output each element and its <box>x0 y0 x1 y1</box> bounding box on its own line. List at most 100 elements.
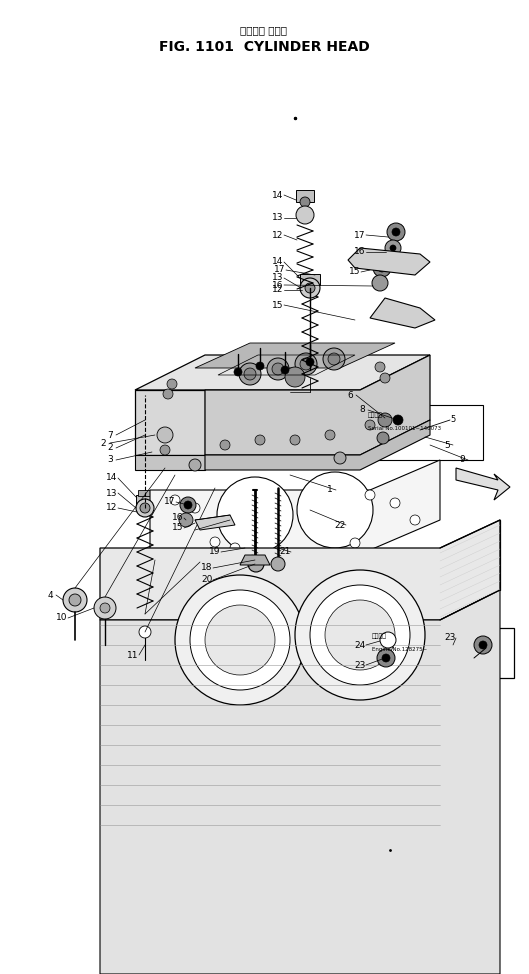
Circle shape <box>328 353 340 365</box>
Circle shape <box>160 445 170 455</box>
Bar <box>136 495 154 505</box>
Text: 11: 11 <box>127 651 139 659</box>
Polygon shape <box>150 460 440 550</box>
Circle shape <box>69 594 81 606</box>
Text: 23: 23 <box>354 660 366 669</box>
Circle shape <box>179 513 193 527</box>
Text: 19: 19 <box>209 547 221 556</box>
Text: 5: 5 <box>444 440 450 449</box>
Polygon shape <box>205 355 430 455</box>
Polygon shape <box>135 455 205 470</box>
Text: 適用工具: 適用工具 <box>372 633 387 639</box>
Text: Engine No.128275~: Engine No.128275~ <box>372 647 427 652</box>
Text: 1: 1 <box>327 485 333 495</box>
Circle shape <box>167 379 177 389</box>
Circle shape <box>365 420 375 430</box>
Polygon shape <box>100 520 500 620</box>
Circle shape <box>350 538 360 548</box>
Text: 12: 12 <box>272 285 284 294</box>
Text: 14: 14 <box>106 473 117 482</box>
Circle shape <box>281 366 289 374</box>
Circle shape <box>244 368 256 380</box>
Text: 13: 13 <box>272 213 284 222</box>
Bar <box>363 405 483 460</box>
Circle shape <box>295 570 425 700</box>
Circle shape <box>272 363 284 375</box>
Polygon shape <box>195 343 395 368</box>
Text: 10: 10 <box>56 614 68 622</box>
Text: 6: 6 <box>347 391 353 399</box>
Circle shape <box>325 600 395 670</box>
Circle shape <box>255 435 265 445</box>
Circle shape <box>393 415 403 425</box>
Text: 15: 15 <box>349 268 361 277</box>
Polygon shape <box>456 468 510 500</box>
Text: 16: 16 <box>354 247 366 256</box>
Circle shape <box>377 432 389 444</box>
Circle shape <box>190 590 290 690</box>
Circle shape <box>136 499 154 517</box>
Circle shape <box>334 452 346 464</box>
Circle shape <box>392 228 400 236</box>
Text: 14: 14 <box>272 257 284 267</box>
Circle shape <box>474 636 492 654</box>
Circle shape <box>387 223 405 241</box>
Polygon shape <box>205 420 430 470</box>
Circle shape <box>372 275 388 291</box>
Circle shape <box>184 501 192 509</box>
Circle shape <box>230 543 240 553</box>
Circle shape <box>100 603 110 613</box>
Circle shape <box>378 264 386 272</box>
Circle shape <box>234 368 242 376</box>
Text: 17: 17 <box>274 266 286 275</box>
Polygon shape <box>135 355 430 390</box>
Bar <box>296 190 314 202</box>
Bar <box>452 628 514 678</box>
Circle shape <box>175 575 305 705</box>
Text: 3: 3 <box>107 456 113 465</box>
Circle shape <box>390 245 396 251</box>
Circle shape <box>380 632 396 648</box>
Text: 18: 18 <box>201 564 213 573</box>
Circle shape <box>267 358 289 380</box>
Circle shape <box>306 358 314 366</box>
Circle shape <box>248 556 264 572</box>
Text: FIG. 1101  CYLINDER HEAD: FIG. 1101 CYLINDER HEAD <box>159 40 369 54</box>
Circle shape <box>390 498 400 508</box>
Circle shape <box>380 373 390 383</box>
Circle shape <box>63 588 87 612</box>
Polygon shape <box>348 248 430 275</box>
Circle shape <box>205 605 275 675</box>
Circle shape <box>300 358 312 370</box>
Circle shape <box>157 427 173 443</box>
Circle shape <box>139 626 151 638</box>
Text: 12: 12 <box>106 504 117 512</box>
Text: 8: 8 <box>359 405 365 415</box>
Text: 20: 20 <box>202 576 213 584</box>
Text: 14: 14 <box>272 191 284 200</box>
Polygon shape <box>240 555 270 565</box>
Bar <box>300 274 320 285</box>
Circle shape <box>300 278 320 298</box>
Circle shape <box>217 477 293 553</box>
Circle shape <box>296 206 314 224</box>
Circle shape <box>180 497 196 513</box>
Circle shape <box>323 348 345 370</box>
Text: 15: 15 <box>172 523 184 533</box>
Text: 2: 2 <box>100 438 106 447</box>
Text: 17: 17 <box>354 231 366 240</box>
Text: 22: 22 <box>334 520 345 530</box>
Circle shape <box>285 367 305 387</box>
Circle shape <box>310 585 410 685</box>
Circle shape <box>297 472 373 548</box>
Circle shape <box>385 240 401 256</box>
Text: 15: 15 <box>272 301 284 310</box>
Circle shape <box>256 362 264 370</box>
Circle shape <box>373 259 391 277</box>
Circle shape <box>479 641 487 649</box>
Text: 16: 16 <box>172 513 184 522</box>
Circle shape <box>190 503 200 513</box>
Circle shape <box>365 490 375 500</box>
Text: シリンダ ヘッド: シリンダ ヘッド <box>241 25 287 35</box>
Text: 12: 12 <box>272 231 284 240</box>
